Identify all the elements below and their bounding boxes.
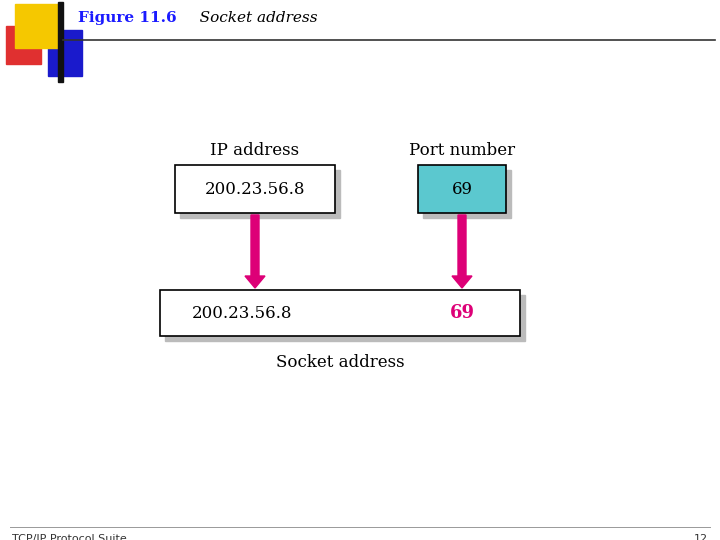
Bar (15, 4, 61, 48)
Text: 200.23.56.8: 200.23.56.8 (204, 180, 305, 198)
Bar (48, 30, 82, 76)
Text: 69: 69 (451, 180, 472, 198)
Text: 12: 12 (694, 534, 708, 540)
Bar (6, 26, 41, 64)
Text: IP address: IP address (210, 142, 300, 159)
Bar (58, 2, 63, 82)
Bar (165, 295, 525, 341)
Bar (175, 165, 335, 213)
Text: Figure 11.6: Figure 11.6 (78, 11, 176, 25)
Text: Port number: Port number (409, 142, 515, 159)
Text: 200.23.56.8: 200.23.56.8 (192, 305, 292, 321)
Bar (423, 170, 511, 218)
Text: 69: 69 (449, 304, 474, 322)
Text: Socket address: Socket address (185, 11, 318, 25)
Bar (180, 170, 340, 218)
FancyArrow shape (452, 215, 472, 288)
Text: Socket address: Socket address (276, 354, 405, 371)
FancyArrow shape (245, 215, 265, 288)
Bar (418, 165, 506, 213)
Bar (160, 290, 520, 336)
Text: TCP/IP Protocol Suite: TCP/IP Protocol Suite (12, 534, 127, 540)
